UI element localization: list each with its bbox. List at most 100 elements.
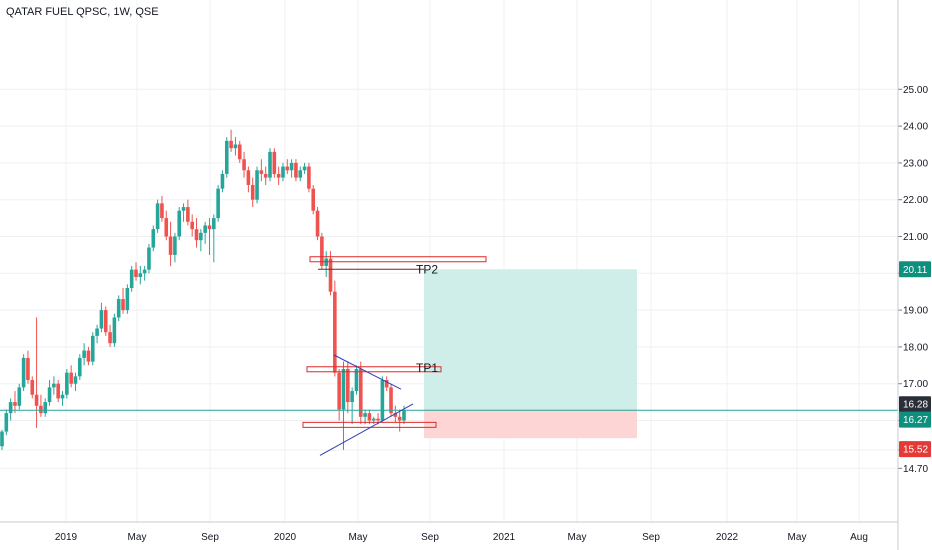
- candle-body: [384, 380, 389, 388]
- candle-body: [95, 328, 99, 336]
- candle: [173, 232, 177, 263]
- candle-body: [108, 332, 112, 344]
- candle: [307, 162, 311, 193]
- candle: [259, 159, 264, 182]
- candle-body: [397, 416, 402, 421]
- candle: [397, 409, 402, 432]
- candle: [160, 196, 164, 222]
- zone-box[interactable]: [306, 366, 442, 373]
- upper-trendline[interactable]: [333, 354, 402, 390]
- candle-body: [242, 159, 246, 171]
- candle-body: [298, 170, 303, 178]
- candle: [121, 288, 125, 314]
- price-axis[interactable]: 25.0024.0023.0022.0021.0020.0019.0018.00…: [897, 0, 931, 550]
- candle: [99, 302, 104, 333]
- candle-body: [255, 170, 259, 200]
- candle: [320, 232, 324, 270]
- candle-body: [21, 357, 26, 388]
- candle: [328, 251, 333, 296]
- candle: [315, 207, 320, 241]
- price-badge: 15.52: [899, 441, 931, 458]
- candle-body: [147, 247, 151, 270]
- candle-body: [203, 225, 207, 233]
- chart-grid: [0, 0, 898, 522]
- drawing-overlays[interactable]: TP2 TP1: [0, 256, 898, 456]
- time-axis[interactable]: 2019 May Sep 2020 May Sep 2021 May Sep 2022 May Aug: [0, 521, 898, 543]
- x-tick-label: Aug: [850, 532, 868, 543]
- candle-body: [0, 431, 4, 447]
- candle-body: [13, 402, 17, 406]
- candle-body: [199, 232, 203, 241]
- candle: [268, 148, 272, 182]
- candle: [34, 317, 39, 428]
- candle-body: [90, 335, 95, 362]
- position-zones: [424, 269, 637, 439]
- annotation-label: TP2: [416, 262, 438, 276]
- candle-body: [56, 383, 60, 399]
- candle-body: [8, 402, 13, 414]
- candle-body: [207, 225, 212, 230]
- y-tick-label: 23.00: [903, 158, 928, 169]
- candle: [82, 343, 86, 366]
- candle-body: [350, 391, 354, 403]
- price-badge-label: 15.52: [903, 445, 928, 456]
- candle: [346, 361, 350, 414]
- candle-body: [315, 210, 320, 237]
- y-tick-label: 25.00: [903, 85, 928, 96]
- candle: [13, 391, 17, 414]
- candle-body: [121, 299, 125, 311]
- candle: [250, 177, 255, 208]
- candle: [199, 229, 203, 252]
- y-tick-label: 21.00: [903, 232, 928, 243]
- candle-body: [376, 418, 380, 421]
- candle: [138, 265, 143, 285]
- candle-body: [134, 269, 138, 277]
- candle: [26, 350, 30, 384]
- y-tick-label: 18.00: [903, 342, 928, 353]
- stop-loss-zone[interactable]: [424, 410, 637, 439]
- candle: [294, 159, 298, 182]
- candle: [168, 221, 173, 266]
- candle-body: [73, 376, 78, 384]
- candle-body: [52, 383, 56, 388]
- price-badge-bg: [899, 411, 931, 428]
- candle-body: [112, 317, 117, 344]
- x-tick-label: May: [788, 532, 807, 543]
- candle-body: [151, 229, 156, 248]
- candle-body: [216, 188, 220, 219]
- candle-body: [281, 166, 285, 178]
- lower-trendline[interactable]: [319, 403, 414, 456]
- candle-body: [285, 166, 290, 171]
- candle: [324, 251, 328, 277]
- candle-body: [82, 350, 86, 358]
- candle-body: [30, 380, 35, 395]
- candle: [242, 151, 246, 178]
- candle: [272, 148, 277, 178]
- candle: [4, 409, 9, 436]
- candle-body: [212, 218, 216, 230]
- candle: [155, 199, 160, 233]
- candle-body: [190, 221, 194, 230]
- zone-box[interactable]: [309, 256, 487, 263]
- candle-body: [220, 173, 225, 189]
- y-tick-label: 22.00: [903, 195, 928, 206]
- candle: [246, 166, 251, 193]
- candle-body: [363, 413, 367, 417]
- candle-body: [371, 418, 376, 421]
- profit-zone[interactable]: [424, 269, 637, 411]
- x-tick-label: Sep: [421, 532, 439, 543]
- candle: [285, 159, 290, 174]
- candle-body: [346, 368, 350, 403]
- x-tick-label: 2021: [493, 532, 516, 543]
- candle-body: [160, 203, 164, 219]
- candle-body: [164, 218, 169, 237]
- candle: [164, 210, 169, 241]
- candle: [354, 365, 359, 395]
- candle: [151, 225, 156, 252]
- candle-body: [4, 413, 9, 432]
- candle-body: [402, 410, 406, 421]
- y-tick-label: 17.00: [903, 379, 928, 390]
- zone-box[interactable]: [302, 421, 437, 428]
- candle-body: [86, 350, 91, 362]
